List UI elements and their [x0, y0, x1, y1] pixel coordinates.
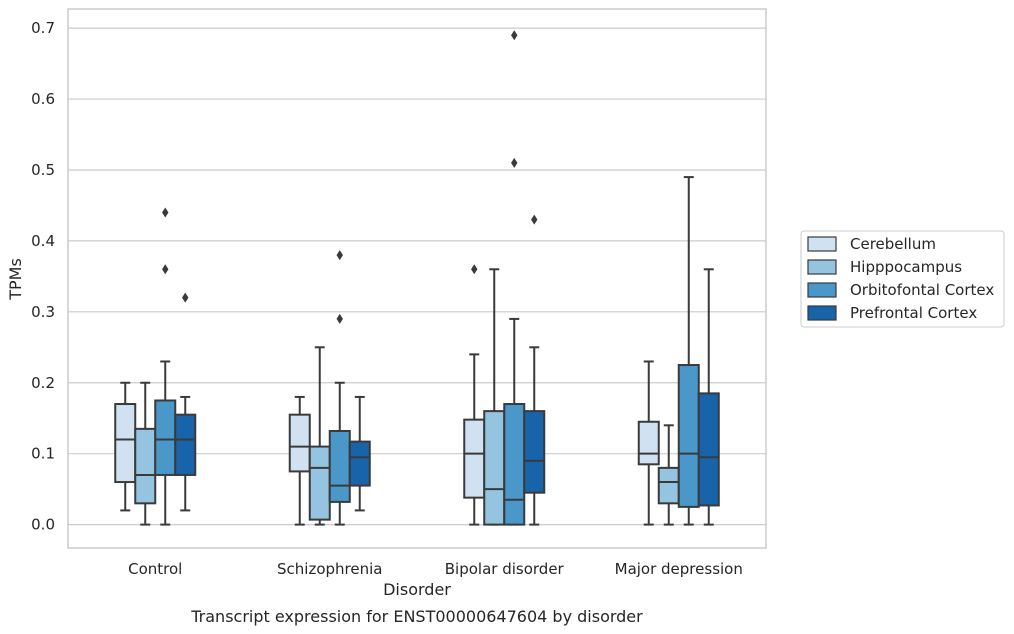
legend-swatch	[807, 259, 837, 275]
box-body	[657, 466, 680, 505]
box-body	[697, 392, 720, 507]
box-body	[677, 364, 700, 508]
y-tick-label: 0.3	[31, 303, 55, 321]
box-body	[523, 410, 546, 494]
box	[463, 264, 486, 526]
box	[114, 381, 137, 512]
box	[637, 360, 660, 526]
x-axis-label: Disorder	[383, 580, 451, 599]
y-axis-ticks: 0.0 0.1 0.2 0.3 0.4 0.5 0.6 0.7	[31, 19, 55, 533]
box-body	[174, 413, 197, 476]
x-tick-label: Major depression	[615, 560, 743, 578]
y-tick-label: 0.7	[31, 19, 55, 37]
box-body	[463, 418, 486, 499]
box	[677, 176, 700, 526]
outlier-point	[336, 250, 343, 261]
y-tick-label: 0.4	[31, 232, 55, 250]
box	[288, 395, 311, 526]
box-body	[154, 399, 177, 476]
box	[348, 395, 371, 512]
outlier-point	[531, 214, 538, 225]
legend-label: Prefrontal Cortex	[850, 304, 977, 322]
x-tick-label: Schizophrenia	[277, 560, 382, 578]
series-orbitofontal-cortex	[154, 30, 700, 526]
plot-area-frame	[67, 8, 767, 549]
legend-swatch	[807, 305, 837, 321]
box-body	[114, 403, 137, 484]
legend-label: Hipppocampus	[850, 258, 962, 276]
legend-label: Orbitofontal Cortex	[850, 281, 994, 299]
y-tick-label: 0.6	[31, 90, 55, 108]
outlier-point	[162, 207, 169, 218]
y-tick-label: 0.1	[31, 445, 55, 463]
box	[134, 381, 157, 526]
box-body	[503, 403, 526, 526]
series-cerebellum	[114, 264, 660, 526]
box-body	[288, 413, 311, 473]
box	[697, 268, 720, 526]
y-tick-label: 0.5	[31, 161, 55, 179]
legend: Cerebellum Hipppocampus Orbitofontal Corte…	[800, 230, 1005, 328]
outlier-point	[511, 157, 518, 168]
legend-swatch	[807, 282, 837, 298]
box	[174, 292, 197, 512]
x-tick-label: Bipolar disorder	[445, 560, 565, 578]
x-axis-ticks: Control Schizophrenia Bipolar disorder Majo…	[128, 560, 743, 578]
x-tick-label: Control	[128, 560, 182, 578]
outlier-point	[182, 292, 189, 303]
box-body	[348, 440, 371, 487]
box	[657, 424, 680, 526]
series-hipppocampus	[134, 268, 680, 526]
box-body	[328, 429, 351, 503]
y-tick-label: 0.0	[31, 516, 55, 534]
box-body	[308, 445, 331, 521]
y-axis-label: TPMs	[6, 258, 25, 301]
box	[483, 268, 506, 526]
series-prefrontal-cortex	[174, 214, 720, 526]
legend-label: Cerebellum	[850, 235, 936, 253]
box-series	[114, 30, 720, 526]
box	[154, 207, 177, 526]
box	[308, 346, 331, 526]
legend-swatch	[807, 236, 837, 252]
y-tick-label: 0.2	[31, 374, 55, 392]
box-body	[637, 420, 660, 466]
chart-caption: Transcript expression for ENST0000064760…	[190, 607, 643, 626]
box	[523, 214, 546, 526]
legend-frame	[800, 230, 1005, 328]
box	[503, 30, 526, 526]
outlier-point	[162, 264, 169, 275]
outlier-point	[471, 264, 478, 275]
box	[328, 250, 351, 526]
box-body	[134, 427, 157, 505]
outlier-point	[511, 30, 518, 41]
outlier-point	[336, 313, 343, 324]
box-body	[483, 410, 506, 526]
